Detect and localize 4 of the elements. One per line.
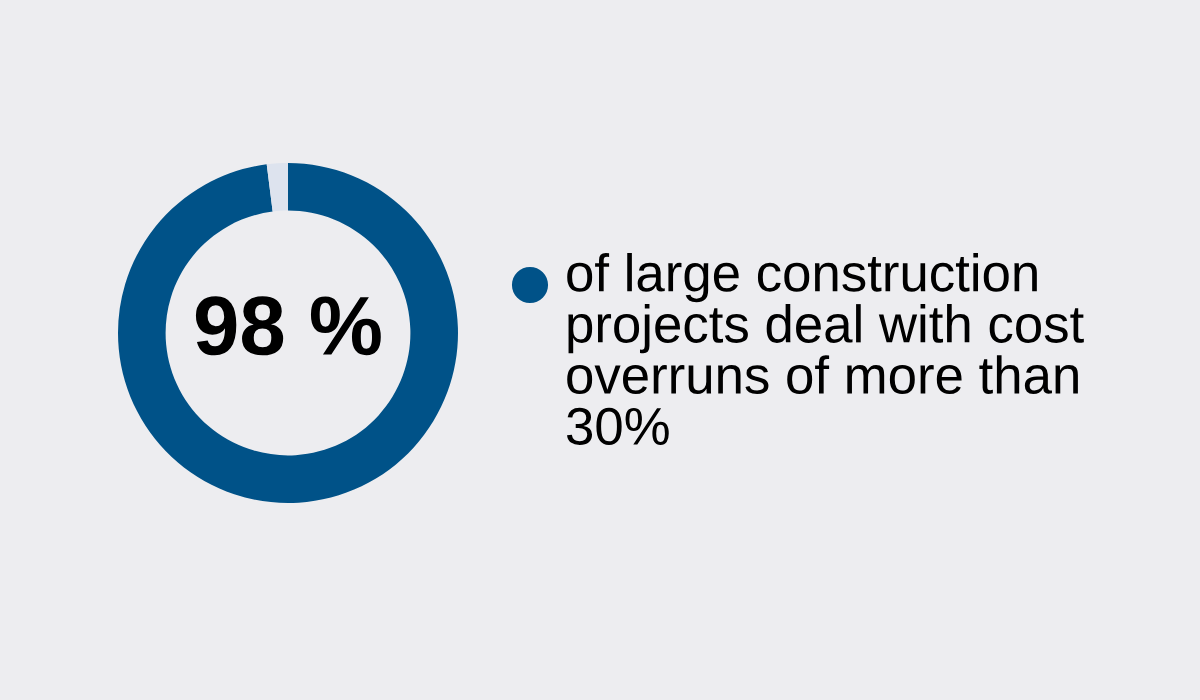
donut-slice bbox=[118, 163, 458, 503]
legend-label: of large construction projects deal with cost overruns of more than 30% bbox=[567, 253, 1084, 446]
donut-slice bbox=[266, 163, 288, 212]
data-label: 98 % bbox=[195, 296, 381, 356]
